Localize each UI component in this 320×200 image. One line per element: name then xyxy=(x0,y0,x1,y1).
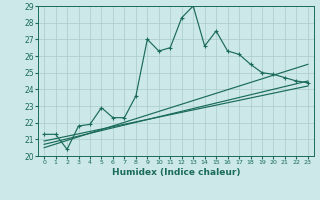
X-axis label: Humidex (Indice chaleur): Humidex (Indice chaleur) xyxy=(112,168,240,177)
